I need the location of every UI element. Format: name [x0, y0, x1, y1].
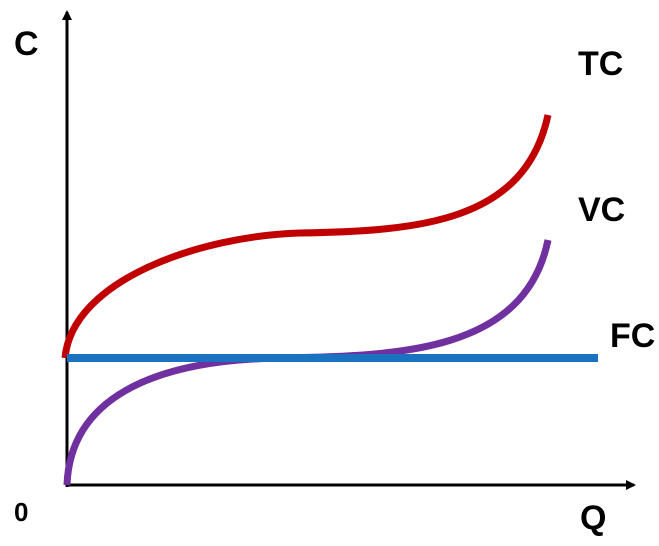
x-axis-label: Q — [580, 499, 606, 537]
vc-curve — [63, 239, 552, 486]
tc-curve — [61, 114, 552, 359]
fc-label: FC — [610, 317, 655, 355]
origin-label: 0 — [14, 497, 28, 527]
y-axis-label: C — [14, 25, 39, 63]
vc-label: VC — [578, 191, 625, 229]
tc-label: TC — [578, 45, 623, 83]
